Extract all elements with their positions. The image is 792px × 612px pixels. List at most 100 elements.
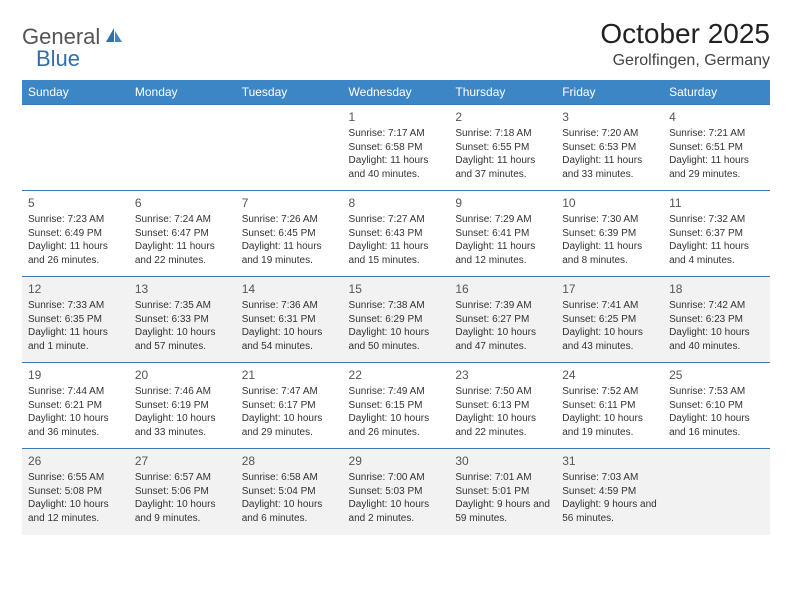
sunrise-text: Sunrise: 7:36 AM [242,299,337,313]
daylight-text: Daylight: 10 hours and 9 minutes. [135,498,230,525]
sunset-text: Sunset: 6:21 PM [28,399,123,413]
calendar-cell: 19Sunrise: 7:44 AMSunset: 6:21 PMDayligh… [22,363,129,449]
daylight-text: Daylight: 10 hours and 16 minutes. [669,412,764,439]
calendar-cell: 14Sunrise: 7:36 AMSunset: 6:31 PMDayligh… [236,277,343,363]
calendar-cell: 7Sunrise: 7:26 AMSunset: 6:45 PMDaylight… [236,191,343,277]
day-number: 6 [135,195,230,211]
day-number: 30 [455,453,550,469]
day-header: Monday [129,80,236,105]
daylight-text: Daylight: 10 hours and 22 minutes. [455,412,550,439]
sunrise-text: Sunrise: 7:35 AM [135,299,230,313]
calendar-cell: 20Sunrise: 7:46 AMSunset: 6:19 PMDayligh… [129,363,236,449]
sunset-text: Sunset: 6:53 PM [562,141,657,155]
day-header: Thursday [449,80,556,105]
daylight-text: Daylight: 10 hours and 57 minutes. [135,326,230,353]
calendar-cell: 27Sunrise: 6:57 AMSunset: 5:06 PMDayligh… [129,449,236,535]
day-number: 20 [135,367,230,383]
sunset-text: Sunset: 6:43 PM [349,227,444,241]
sunset-text: Sunset: 6:11 PM [562,399,657,413]
calendar-cell: 26Sunrise: 6:55 AMSunset: 5:08 PMDayligh… [22,449,129,535]
sunrise-text: Sunrise: 7:24 AM [135,213,230,227]
day-number: 10 [562,195,657,211]
sunset-text: Sunset: 5:04 PM [242,485,337,499]
sunset-text: Sunset: 6:55 PM [455,141,550,155]
sunrise-text: Sunrise: 7:30 AM [562,213,657,227]
sunrise-text: Sunrise: 7:53 AM [669,385,764,399]
calendar-cell: 11 Sunrise: 7:32 AMSunset: 6:37 PMDayligh… [663,191,770,277]
daylight-text: Daylight: 10 hours and 26 minutes. [349,412,444,439]
daylight-text: Daylight: 9 hours and 56 minutes. [562,498,657,525]
sunrise-text: Sunrise: 6:58 AM [242,471,337,485]
calendar-cell: 6Sunrise: 7:24 AMSunset: 6:47 PMDaylight… [129,191,236,277]
sunrise-text: Sunrise: 7:23 AM [28,213,123,227]
sunrise-text: Sunrise: 7:29 AM [455,213,550,227]
sunrise-text: Sunrise: 7:33 AM [28,299,123,313]
daylight-text: Daylight: 10 hours and 2 minutes. [349,498,444,525]
calendar-cell: 25 Sunrise: 7:53 AMSunset: 6:10 PMDayligh… [663,363,770,449]
day-number: 11 [669,195,764,211]
sunset-text: Sunset: 6:23 PM [669,313,764,327]
calendar-week: 1Sunrise: 7:17 AMSunset: 6:58 PMDaylight… [22,105,770,191]
daylight-text: Daylight: 11 hours and 12 minutes. [455,240,550,267]
daylight-text: Daylight: 11 hours and 19 minutes. [242,240,337,267]
daylight-text: Daylight: 11 hours and 26 minutes. [28,240,123,267]
daylight-text: Daylight: 10 hours and 29 minutes. [242,412,337,439]
daylight-text: Daylight: 11 hours and 29 minutes. [669,154,764,181]
calendar-cell: 18Sunrise: 7:42 AMSunset: 6:23 PMDayligh… [663,277,770,363]
day-header: Saturday [663,80,770,105]
calendar-cell: 1Sunrise: 7:17 AMSunset: 6:58 PMDaylight… [343,105,450,191]
sunset-text: Sunset: 6:13 PM [455,399,550,413]
calendar-cell: 5Sunrise: 7:23 AMSunset: 6:49 PMDaylight… [22,191,129,277]
day-header: Sunday [22,80,129,105]
calendar-week: 5Sunrise: 7:23 AMSunset: 6:49 PMDaylight… [22,191,770,277]
daylight-text: Daylight: 10 hours and 12 minutes. [28,498,123,525]
daylight-text: Daylight: 10 hours and 54 minutes. [242,326,337,353]
sunrise-text: Sunrise: 7:49 AM [349,385,444,399]
daylight-text: Daylight: 11 hours and 37 minutes. [455,154,550,181]
calendar-week: 12Sunrise: 7:33 AMSunset: 6:35 PMDayligh… [22,277,770,363]
calendar-week: 26Sunrise: 6:55 AMSunset: 5:08 PMDayligh… [22,449,770,535]
header: General October 2025 Gerolfingen, German… [22,18,770,70]
calendar-table: SundayMondayTuesdayWednesdayThursdayFrid… [22,80,770,535]
daylight-text: Daylight: 10 hours and 40 minutes. [669,326,764,353]
sunset-text: Sunset: 6:31 PM [242,313,337,327]
sunset-text: Sunset: 6:10 PM [669,399,764,413]
calendar-cell [129,105,236,191]
sunset-text: Sunset: 6:17 PM [242,399,337,413]
month-title: October 2025 [600,18,770,50]
day-number: 23 [455,367,550,383]
calendar-cell: 3Sunrise: 7:20 AMSunset: 6:53 PMDaylight… [556,105,663,191]
sunset-text: Sunset: 6:37 PM [669,227,764,241]
day-number: 13 [135,281,230,297]
daylight-text: Daylight: 11 hours and 4 minutes. [669,240,764,267]
sunrise-text: Sunrise: 7:32 AM [669,213,764,227]
sunrise-text: Sunrise: 7:46 AM [135,385,230,399]
day-number: 28 [242,453,337,469]
title-block: October 2025 Gerolfingen, Germany [600,18,770,70]
day-number: 24 [562,367,657,383]
daylight-text: Daylight: 11 hours and 40 minutes. [349,154,444,181]
calendar-cell: 10Sunrise: 7:30 AMSunset: 6:39 PMDayligh… [556,191,663,277]
daylight-text: Daylight: 10 hours and 19 minutes. [562,412,657,439]
daylight-text: Daylight: 11 hours and 1 minute. [28,326,123,353]
day-number: 19 [28,367,123,383]
daylight-text: Daylight: 10 hours and 33 minutes. [135,412,230,439]
calendar-cell: 22Sunrise: 7:49 AMSunset: 6:15 PMDayligh… [343,363,450,449]
sunrise-text: Sunrise: 7:27 AM [349,213,444,227]
sunrise-text: Sunrise: 7:38 AM [349,299,444,313]
sunset-text: Sunset: 6:15 PM [349,399,444,413]
day-number: 18 [669,281,764,297]
day-header: Wednesday [343,80,450,105]
day-number: 25 [669,367,764,383]
sunrise-text: Sunrise: 7:44 AM [28,385,123,399]
sunrise-text: Sunrise: 6:57 AM [135,471,230,485]
calendar-cell: 17Sunrise: 7:41 AMSunset: 6:25 PMDayligh… [556,277,663,363]
sunrise-text: Sunrise: 6:55 AM [28,471,123,485]
sunrise-text: Sunrise: 7:52 AM [562,385,657,399]
daylight-text: Daylight: 11 hours and 8 minutes. [562,240,657,267]
sunset-text: Sunset: 5:06 PM [135,485,230,499]
day-number: 12 [28,281,123,297]
sunrise-text: Sunrise: 7:17 AM [349,127,444,141]
sunset-text: Sunset: 4:59 PM [562,485,657,499]
sunset-text: Sunset: 6:51 PM [669,141,764,155]
